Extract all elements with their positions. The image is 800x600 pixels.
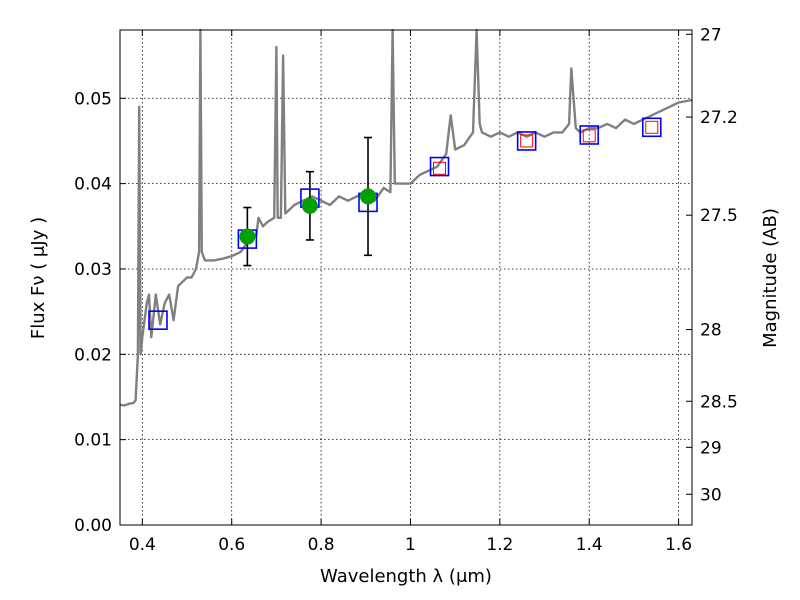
model-box-marker — [641, 117, 662, 138]
inner-box-marker — [520, 134, 534, 148]
observed-point-layer — [239, 188, 377, 245]
grid-lines — [120, 30, 692, 525]
y2-tick-label: 30 — [700, 485, 722, 505]
model-box-marker — [429, 156, 450, 177]
y-tick-label: 0.01 — [74, 431, 112, 451]
model-box-marker — [516, 131, 537, 151]
y-tick-label: 0.02 — [74, 345, 112, 365]
y-tick-label: 0.00 — [74, 516, 112, 536]
model-box-layer — [148, 117, 662, 330]
x-tick-label: 1.2 — [486, 535, 513, 555]
y2-tick-label: 28 — [700, 321, 722, 341]
x-tick-label: 1.6 — [665, 535, 692, 555]
y2-tick-label: 27 — [700, 25, 722, 45]
y-axis-label: Flux Fν ( μJy ) — [28, 217, 49, 339]
plot-frame — [119, 29, 693, 526]
x-tick-label: 0.4 — [129, 535, 156, 555]
y-tick-label: 0.04 — [74, 175, 112, 195]
model-box-marker — [579, 125, 600, 145]
y2-axis-label: Magnitude (AB) — [760, 208, 781, 348]
inner-box-marker — [645, 120, 659, 134]
x-tick-label: 0.8 — [308, 535, 335, 555]
y-tick-label: 0.05 — [74, 89, 112, 109]
tick-labels: 0.4 0.6 0.8 1 1.2 1.4 1.6 0.00 0.01 0.02 0.03 0.04 0… — [74, 25, 738, 555]
x-tick-label: 0.6 — [218, 535, 245, 555]
y-tick-label: 0.03 — [74, 260, 112, 280]
spectrum-line — [119, 28, 693, 407]
spectrum-layer — [119, 28, 693, 407]
inner-box-marker — [582, 129, 596, 143]
y2-tick-label: 27.2 — [700, 108, 738, 128]
observed-point — [239, 228, 256, 245]
x-tick-label: 1 — [405, 535, 416, 555]
inner-box-marker — [433, 161, 447, 175]
y2-tick-label: 29 — [700, 438, 722, 458]
y2-tick-label: 28.5 — [700, 392, 738, 412]
model-box-marker — [148, 310, 168, 330]
y2-tick-label: 27.5 — [700, 206, 738, 226]
x-tick-label: 1.4 — [576, 535, 603, 555]
x-axis-label: Wavelength λ (μm) — [320, 566, 492, 587]
axis-ticks — [120, 30, 692, 526]
observed-point — [360, 188, 377, 205]
observed-point — [301, 197, 318, 214]
